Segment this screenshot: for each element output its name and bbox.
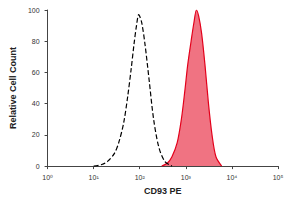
svg-text:10³: 10³ <box>181 174 192 181</box>
svg-text:CD93 PE: CD93 PE <box>144 186 182 196</box>
svg-text:10¹: 10¹ <box>89 174 100 181</box>
svg-text:0: 0 <box>36 163 40 170</box>
svg-text:40: 40 <box>32 100 40 107</box>
svg-text:80: 80 <box>32 38 40 45</box>
svg-text:10⁰: 10⁰ <box>42 174 53 181</box>
svg-text:10⁵: 10⁵ <box>273 174 284 181</box>
svg-text:Relative Cell Count: Relative Cell Count <box>8 47 18 129</box>
svg-text:10²: 10² <box>135 174 146 181</box>
svg-text:100: 100 <box>28 7 40 14</box>
svg-text:10⁴: 10⁴ <box>227 174 238 181</box>
svg-text:60: 60 <box>32 69 40 76</box>
svg-text:20: 20 <box>32 131 40 138</box>
